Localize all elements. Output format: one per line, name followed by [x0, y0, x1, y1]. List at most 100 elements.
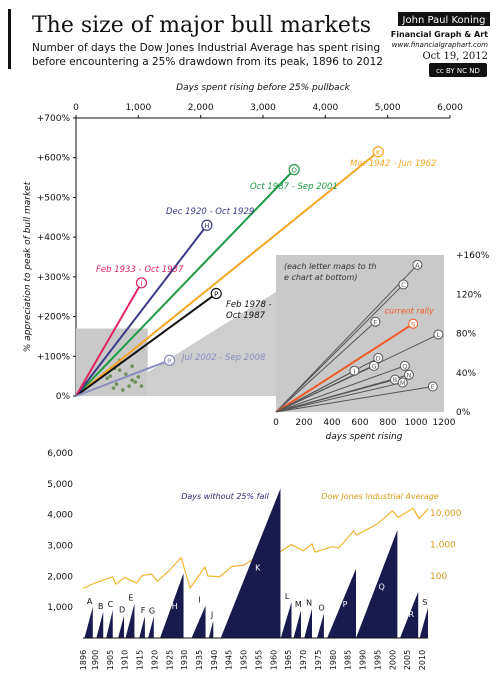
bull-triangle-C	[106, 609, 113, 638]
timeline-x-tick-label: 1945	[225, 650, 234, 670]
inset-x-tick-label: 0	[273, 418, 279, 428]
timeline-x-tick-label: 2005	[403, 650, 412, 670]
main-series-marker-K	[372, 146, 384, 158]
timeline-y-tick-label: 2,000	[47, 572, 73, 582]
main-series-key-P: P	[214, 291, 218, 299]
inset-series-line-E	[275, 385, 433, 413]
inset-background	[276, 255, 444, 412]
timeline-x-tick-label: 1990	[359, 650, 368, 670]
main-x-tick-label: 6,000	[437, 103, 463, 113]
bull-triangle-S	[419, 607, 428, 638]
main-small-point	[120, 388, 125, 392]
bull-label-Q: Q	[379, 582, 385, 591]
bull-triangle-Q	[356, 530, 398, 638]
inset-series-key-E: E	[431, 383, 435, 391]
bull-triangle-B	[96, 611, 104, 638]
bull-triangle-N	[304, 608, 313, 638]
inset-series-marker-Q	[399, 360, 410, 371]
main-series-label-P-cont: Oct 1987	[226, 311, 266, 321]
main-series-line-I	[75, 282, 143, 397]
bull-triangle-D	[118, 615, 125, 638]
inset-series-line-C	[275, 284, 404, 413]
bull-label-I: I	[198, 596, 200, 605]
main-series-marker-R	[163, 354, 176, 366]
inset-series-marker-G	[369, 360, 379, 371]
main-y-tick-label: 0%	[56, 392, 71, 402]
main-y-tick-label: +600%	[37, 154, 71, 164]
bull-label-A: A	[87, 597, 93, 606]
main-series-line-K	[75, 150, 379, 397]
bull-triangle-A	[84, 606, 93, 638]
main-series-line-P	[75, 292, 217, 397]
inset-series-marker-C	[398, 279, 409, 290]
main-x-tick-label: 0	[73, 103, 79, 113]
main-series-key-O: O	[291, 167, 297, 175]
inset-series-key-G: G	[371, 362, 376, 370]
timeline-y-tick-label: 4,000	[47, 511, 73, 521]
bull-label-N: N	[306, 599, 312, 608]
main-series-key-K: K	[376, 149, 381, 157]
main-series-label-I: Feb 1933 - Oct 1937	[96, 265, 184, 275]
inset-series-key-N: N	[407, 371, 412, 379]
main-small-point	[127, 384, 131, 388]
bull-triangle-H	[160, 573, 184, 638]
page-title: The size of major bull markets	[32, 13, 371, 38]
main-small-point	[117, 368, 122, 372]
inset-series-marker-N	[404, 369, 414, 380]
org-url: www.financialgraphart.com	[392, 41, 488, 49]
inset-y-tick-label: +160%	[456, 251, 490, 261]
main-y-tick-label: +100%	[37, 352, 71, 362]
timeline-x-tick-label: 1910	[121, 650, 130, 670]
bull-triangle-L	[280, 602, 292, 638]
main-x-tick-label: 1,000	[125, 103, 151, 113]
inset-series-key-F: F	[374, 318, 378, 326]
main-y-axis-title: % appreciation to peak of bull market	[23, 181, 33, 352]
inset-series-line-S	[275, 322, 414, 413]
main-series-line-O	[75, 168, 295, 397]
bull-label-O: O	[318, 603, 324, 612]
timeline-right-tick-label: 100	[430, 572, 447, 582]
timeline-x-tick-label: 1915	[136, 650, 145, 670]
bull-label-C: C	[108, 600, 114, 609]
timeline-x-tick-label: 1965	[284, 650, 293, 670]
main-y-tick-label: +200%	[37, 313, 71, 323]
inset-series-marker-F	[370, 316, 381, 327]
main-x-tick-label: 2,000	[188, 103, 214, 113]
bull-label-E: E	[128, 593, 133, 602]
inset-x-axis-title: days spent rising	[326, 432, 403, 442]
main-small-point	[130, 378, 134, 382]
bull-triangle-G	[148, 616, 154, 638]
main-series-label-K: Mar 1942 - Jun 1962	[350, 159, 436, 169]
main-small-point	[124, 372, 128, 376]
timeline-right-tick-label: 10,000	[430, 509, 462, 519]
inset-series-line-J	[275, 370, 355, 413]
inset-note-line-2: e chart at bottom)	[284, 273, 357, 282]
timeline-x-tick-label: 2000	[388, 650, 397, 670]
timeline-x-tick-label: 1950	[240, 650, 249, 670]
bull-triangle-M	[293, 610, 302, 638]
main-series-key-R: R	[167, 357, 172, 365]
timeline-x-tick-label: 1975	[314, 650, 323, 670]
timeline-x-tick-label: 1980	[329, 650, 338, 670]
djia-legend: Dow Jones Industrial Average	[321, 492, 439, 501]
bull-triangle-K	[220, 488, 281, 638]
inset-x-tick-label: 400	[323, 418, 340, 428]
bull-triangle-O	[317, 613, 324, 638]
bull-label-J: J	[210, 611, 213, 620]
main-series-marker-I	[135, 277, 148, 289]
inset-x-tick-label: 600	[351, 418, 368, 428]
inset-series-line-A	[275, 264, 418, 413]
bull-label-L: L	[285, 592, 290, 601]
inset-series-marker-S	[408, 318, 419, 329]
main-small-point	[111, 386, 116, 390]
inset-x-tick-label: 1200	[433, 418, 456, 428]
subtitle-line-2: before encountering a 25% drawdown from …	[32, 56, 383, 68]
bull-label-M: M	[295, 600, 302, 609]
main-small-point	[105, 376, 109, 380]
bull-triangle-I	[191, 605, 206, 638]
main-series-marker-O	[288, 164, 300, 176]
main-x-axis-title: Days spent rising before 25% pullback	[176, 83, 351, 93]
subtitle-line-1: Number of days the Dow Jones Industrial …	[32, 42, 380, 54]
